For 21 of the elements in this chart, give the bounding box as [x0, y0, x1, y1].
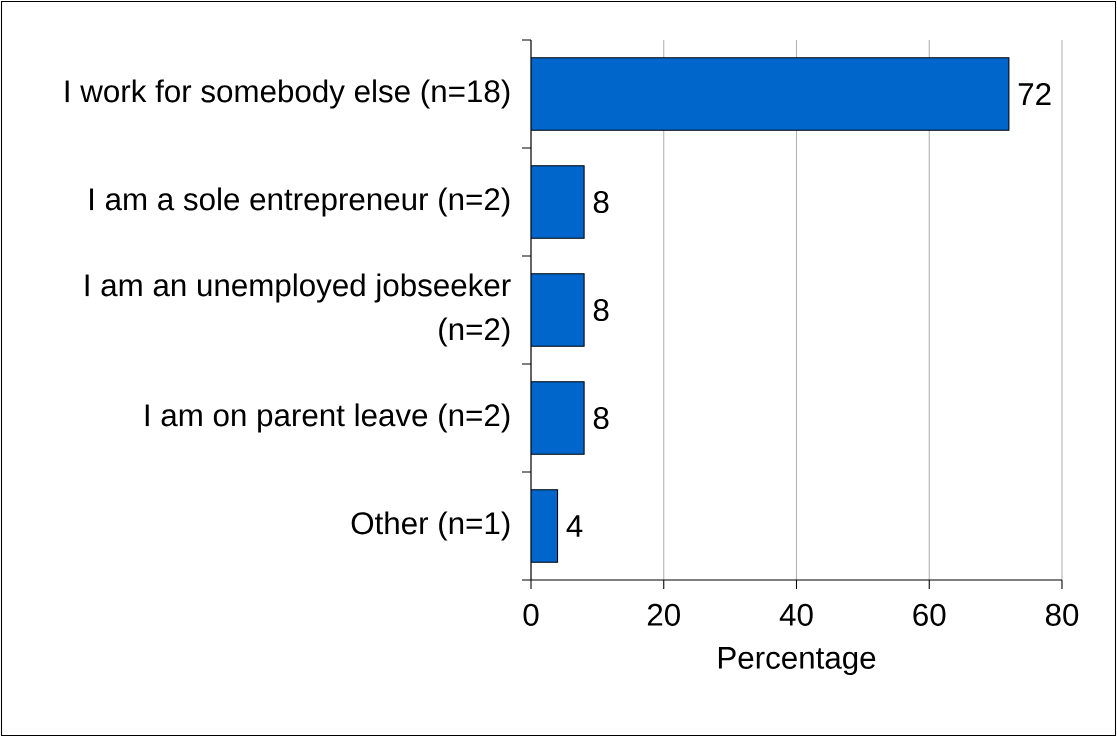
data-label: 8 — [593, 406, 609, 430]
bar — [531, 273, 585, 347]
x-tick-label: 60 — [913, 603, 946, 626]
y-tick-label: I am an unemployed jobseeker (n=2) — [85, 273, 511, 347]
x-tick-label: 20 — [647, 603, 680, 626]
bar — [531, 381, 585, 455]
y-tick-label: I am a sole entrepreneur (n=2) — [90, 187, 510, 217]
x-axis-title: Percentage — [718, 647, 876, 676]
x-tick-label: 80 — [1045, 603, 1079, 626]
data-label: 72 — [1018, 83, 1051, 105]
y-tick-label: I work for somebody else (n=18) — [65, 79, 510, 109]
bar — [531, 165, 585, 239]
y-tick-label: Other (n=1) — [351, 511, 510, 541]
data-label: 8 — [593, 190, 609, 214]
bar — [531, 489, 559, 563]
bar — [531, 57, 1010, 131]
data-label: 8 — [593, 298, 609, 322]
x-tick-label: 0 — [523, 603, 539, 626]
x-tick-label: 40 — [779, 603, 813, 626]
data-label: 4 — [566, 515, 583, 537]
y-tick-label: I am on parent leave (n=2) — [145, 403, 510, 433]
